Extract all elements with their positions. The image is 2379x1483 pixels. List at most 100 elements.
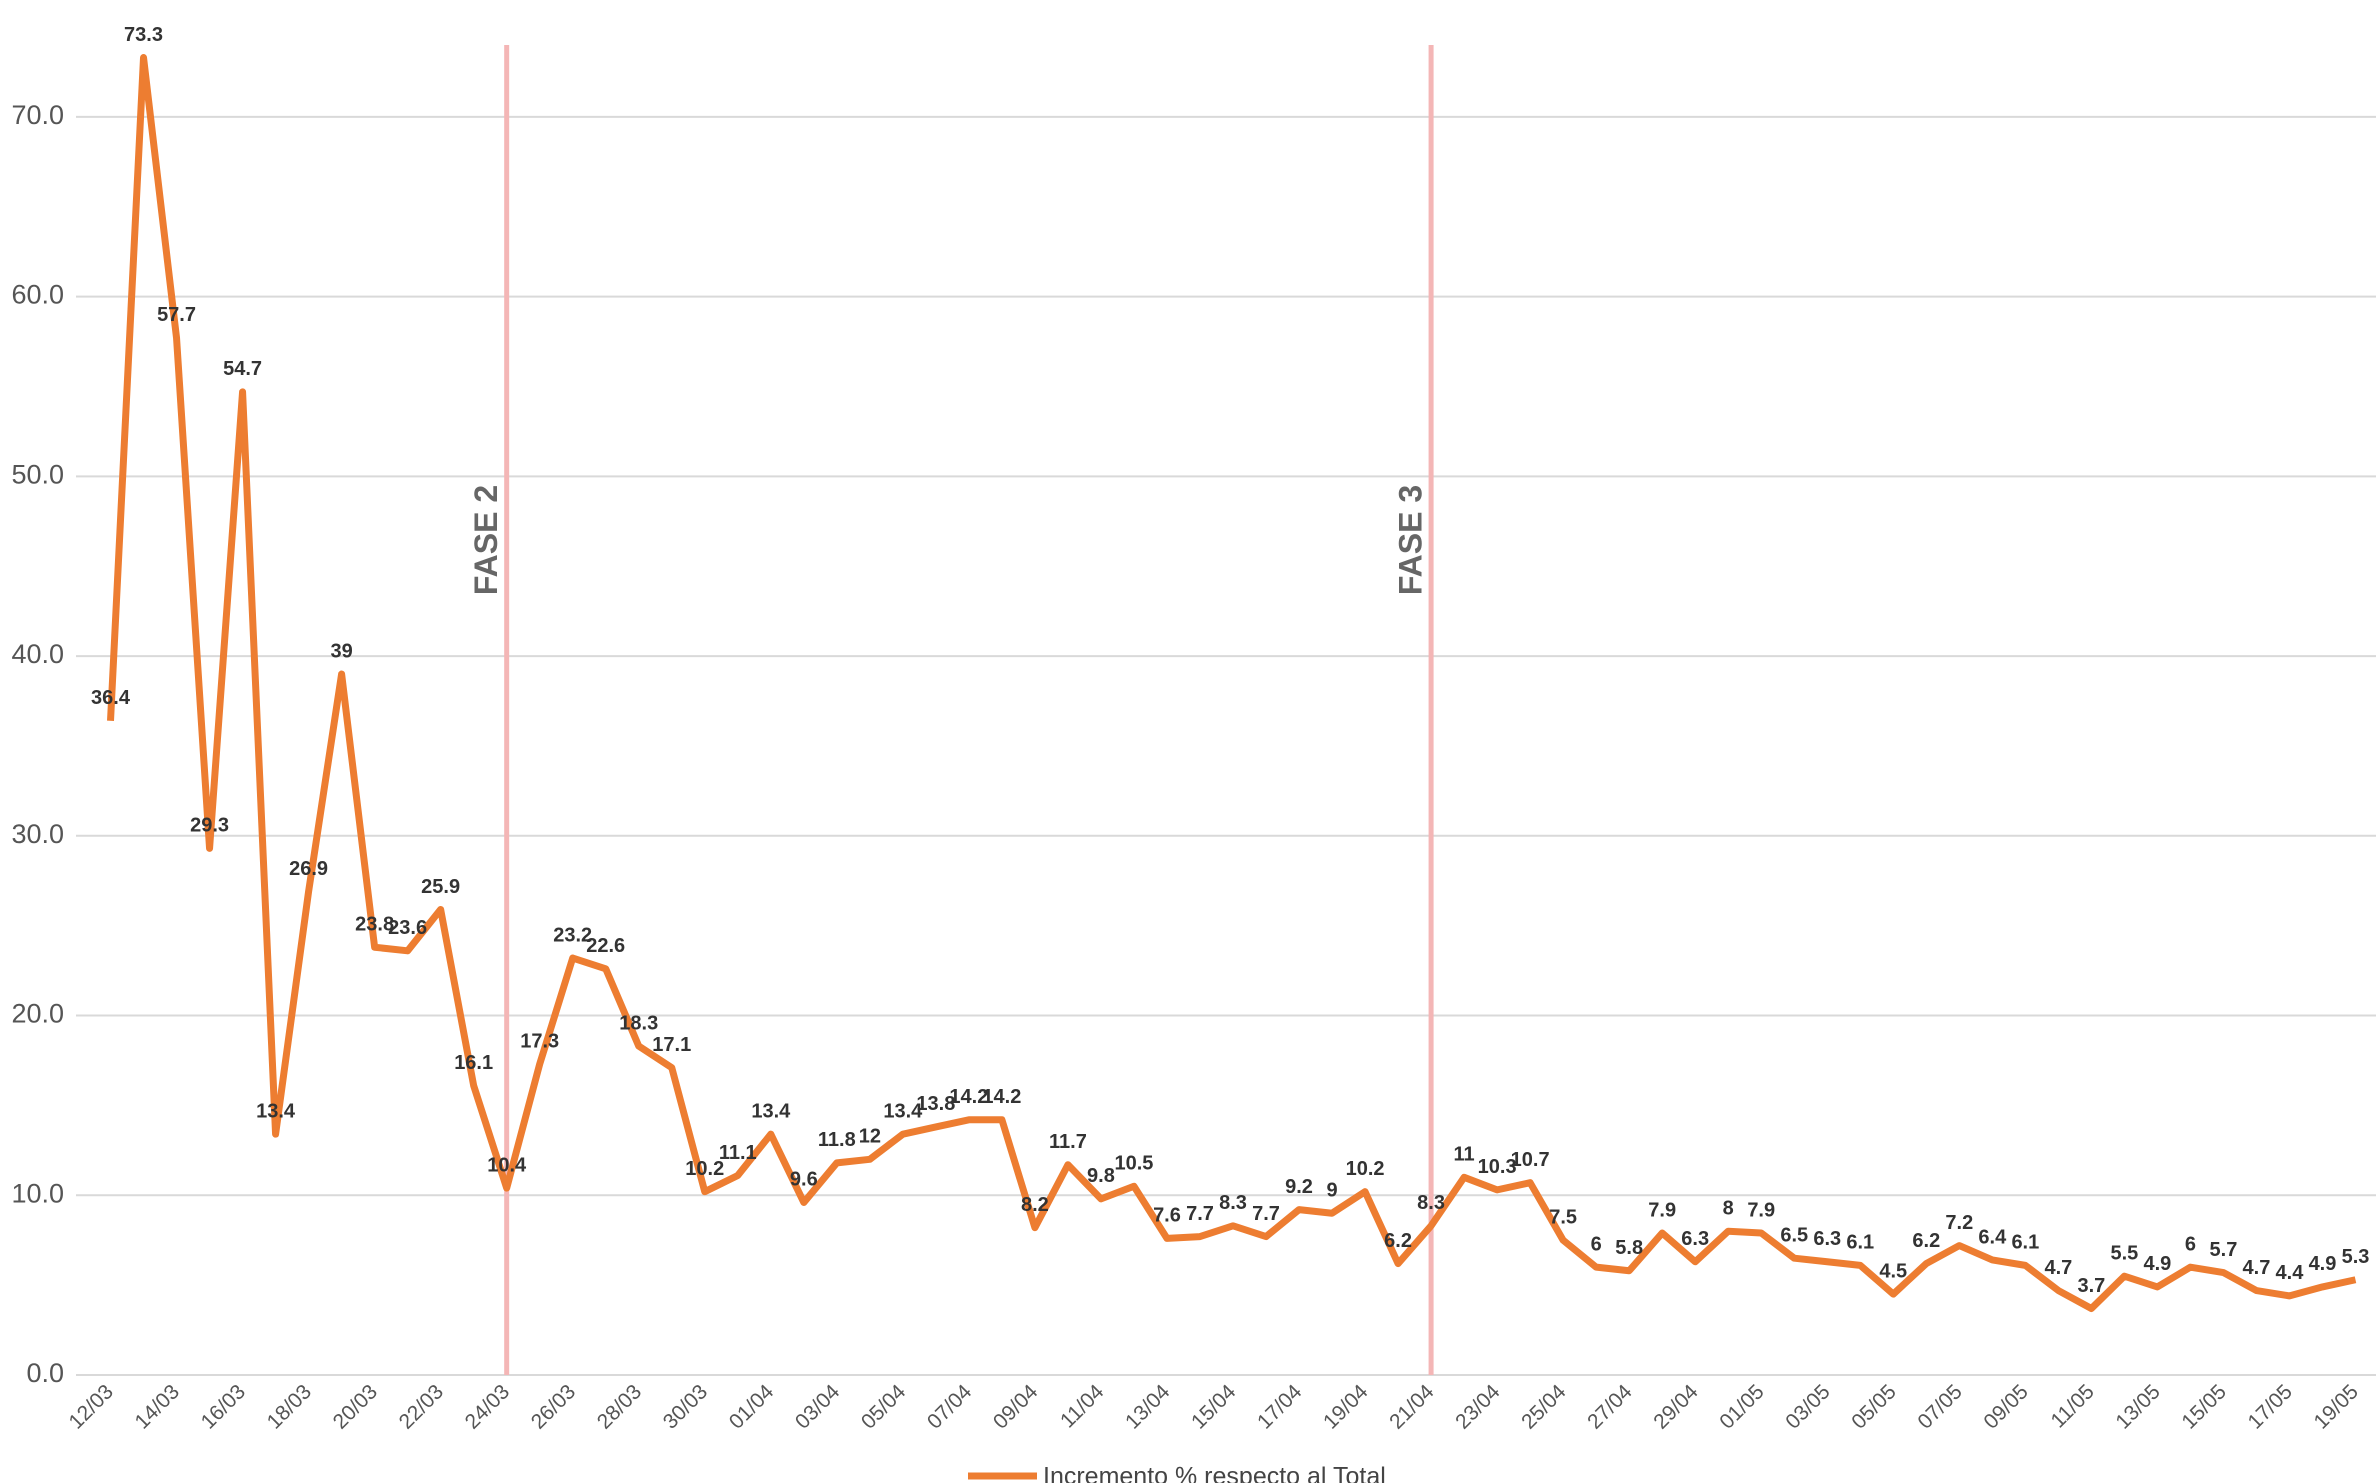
- x-tick-label: 20/03: [329, 1380, 382, 1433]
- data-label: 13.8: [916, 1093, 955, 1115]
- x-tick-label: 11/04: [1056, 1380, 1109, 1433]
- data-label: 4.9: [2309, 1253, 2337, 1275]
- x-tick-label: 12/03: [65, 1380, 118, 1433]
- data-label: 14.2: [949, 1086, 988, 1108]
- data-label: 8.2: [1021, 1194, 1049, 1216]
- y-tick-label: 40.0: [11, 639, 64, 669]
- data-label: 5.3: [2342, 1246, 2370, 1268]
- data-label: 10.2: [1346, 1158, 1385, 1180]
- data-label: 5.7: [2210, 1239, 2238, 1261]
- legend-label: Incremento % respecto al Total: [1043, 1463, 1386, 1483]
- x-tick-label: 05/05: [1847, 1380, 1900, 1433]
- x-tick-label: 07/05: [1913, 1380, 1966, 1433]
- x-tick-label: 09/04: [989, 1380, 1043, 1434]
- x-tick-label: 19/04: [1319, 1380, 1373, 1434]
- data-label: 6.4: [1978, 1226, 2007, 1248]
- x-tick-label: 23/04: [1451, 1380, 1505, 1434]
- data-label: 23.2: [553, 924, 592, 946]
- y-tick-label: 50.0: [11, 459, 64, 489]
- data-label: 25.9: [421, 876, 460, 898]
- x-tick-label: 07/04: [923, 1380, 977, 1434]
- data-label: 7.5: [1549, 1206, 1577, 1228]
- x-tick-label: 03/04: [791, 1380, 845, 1434]
- data-label: 7.6: [1153, 1205, 1181, 1227]
- y-tick-label: 20.0: [11, 999, 64, 1029]
- data-label: 22.6: [586, 935, 625, 957]
- x-tick-label: 21/04: [1385, 1380, 1439, 1434]
- data-label: 5.8: [1615, 1237, 1643, 1259]
- data-label: 4.5: [1879, 1260, 1907, 1282]
- data-label: 7.7: [1186, 1203, 1214, 1225]
- data-label: 4.7: [2044, 1257, 2072, 1279]
- data-label: 17.3: [520, 1030, 559, 1052]
- data-label: 17.1: [652, 1034, 691, 1056]
- phase-label: FASE 3: [1393, 485, 1429, 595]
- data-label: 6.5: [1780, 1224, 1808, 1246]
- data-label: 6.2: [1384, 1230, 1412, 1252]
- data-label: 6.1: [2011, 1232, 2039, 1254]
- x-tick-label: 13/04: [1121, 1380, 1175, 1434]
- x-tick-label: 26/03: [527, 1380, 580, 1433]
- data-label: 39: [330, 640, 352, 662]
- y-tick-label: 10.0: [11, 1178, 64, 1208]
- data-label: 5.5: [2110, 1242, 2138, 1264]
- x-tick-label: 15/05: [2177, 1380, 2230, 1433]
- data-label: 6.3: [1681, 1228, 1709, 1250]
- data-label: 8.3: [1417, 1192, 1445, 1214]
- data-label: 9.2: [1285, 1176, 1313, 1198]
- data-label: 4.7: [2243, 1257, 2271, 1279]
- x-tick-label: 19/05: [2310, 1380, 2363, 1433]
- data-label: 6.2: [1912, 1230, 1940, 1252]
- data-label: 16.1: [454, 1052, 493, 1074]
- data-label: 11.1: [719, 1142, 757, 1164]
- y-tick-label: 0.0: [26, 1358, 64, 1388]
- data-label: 11.8: [818, 1129, 856, 1151]
- data-label: 7.2: [1945, 1212, 1973, 1234]
- x-tick-label: 30/03: [659, 1380, 712, 1433]
- data-label: 4.9: [2143, 1253, 2171, 1275]
- data-label: 10.5: [1114, 1153, 1153, 1175]
- data-label: 4.4: [2276, 1262, 2305, 1284]
- y-tick-label: 30.0: [11, 819, 64, 849]
- data-label: 10.7: [1511, 1149, 1550, 1171]
- x-tick-label: 17/05: [2243, 1380, 2296, 1433]
- data-label: 3.7: [2077, 1275, 2105, 1297]
- data-label: 13.4: [256, 1100, 296, 1122]
- data-label: 13.4: [751, 1100, 791, 1122]
- x-tick-label: 03/05: [1781, 1380, 1834, 1433]
- x-tick-label: 16/03: [197, 1380, 250, 1433]
- data-label: 11.7: [1049, 1131, 1087, 1153]
- data-label: 7.9: [1648, 1199, 1676, 1221]
- x-tick-label: 09/05: [1979, 1380, 2032, 1433]
- data-label: 10.2: [685, 1158, 724, 1180]
- phase-label: FASE 2: [468, 485, 504, 595]
- data-label: 36.4: [91, 687, 131, 709]
- y-tick-label: 70.0: [11, 100, 64, 130]
- x-tick-label: 14/03: [131, 1380, 184, 1433]
- data-label: 11: [1454, 1144, 1475, 1166]
- data-label: 13.4: [883, 1100, 923, 1122]
- x-tick-label: 27/04: [1583, 1380, 1637, 1434]
- data-label: 10.4: [487, 1154, 527, 1176]
- x-tick-label: 18/03: [263, 1380, 316, 1433]
- x-tick-label: 05/04: [857, 1380, 911, 1434]
- data-label: 6.3: [1813, 1228, 1841, 1250]
- x-tick-label: 01/05: [1715, 1380, 1768, 1433]
- data-label: 7.7: [1252, 1203, 1280, 1225]
- data-label: 9: [1326, 1180, 1337, 1202]
- data-label: 57.7: [157, 304, 196, 326]
- data-label: 10.3: [1478, 1156, 1517, 1178]
- data-label: 9.6: [790, 1169, 818, 1191]
- x-tick-label: 17/04: [1253, 1380, 1307, 1434]
- data-label: 14.2: [982, 1086, 1021, 1108]
- data-label: 54.7: [223, 358, 262, 380]
- data-label: 23.6: [388, 917, 427, 939]
- x-tick-label: 15/04: [1187, 1380, 1241, 1434]
- data-label: 26.9: [289, 858, 328, 880]
- data-label: 8.3: [1219, 1192, 1247, 1214]
- data-label: 6: [1591, 1233, 1602, 1255]
- data-label: 9.8: [1087, 1165, 1115, 1187]
- x-tick-label: 22/03: [395, 1380, 448, 1433]
- x-tick-label: 25/04: [1517, 1380, 1571, 1434]
